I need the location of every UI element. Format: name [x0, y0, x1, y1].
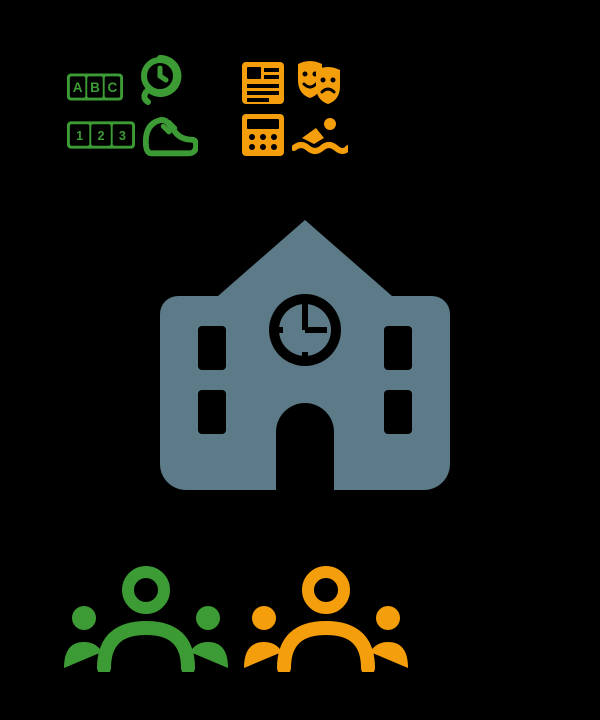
svg-text:B: B — [90, 80, 100, 95]
abc-blocks-icon: A B C — [66, 72, 124, 102]
people-group-orange-icon — [240, 560, 412, 672]
drama-masks-icon — [292, 54, 346, 108]
people-group-green-icon — [60, 560, 232, 672]
svg-text:2: 2 — [97, 129, 104, 143]
svg-text:1: 1 — [76, 129, 83, 143]
svg-text:3: 3 — [119, 129, 126, 143]
school-building-icon — [160, 218, 450, 490]
infographic-canvas: A B C 1 2 3 — [0, 0, 600, 720]
swimmer-icon — [292, 112, 348, 158]
newspaper-icon — [240, 60, 286, 106]
clock-icon — [132, 52, 188, 108]
number-blocks-icon: 1 2 3 — [66, 120, 136, 150]
sneaker-icon — [140, 108, 198, 158]
calculator-icon — [240, 112, 286, 158]
svg-text:A: A — [73, 80, 83, 95]
svg-text:C: C — [108, 80, 118, 95]
